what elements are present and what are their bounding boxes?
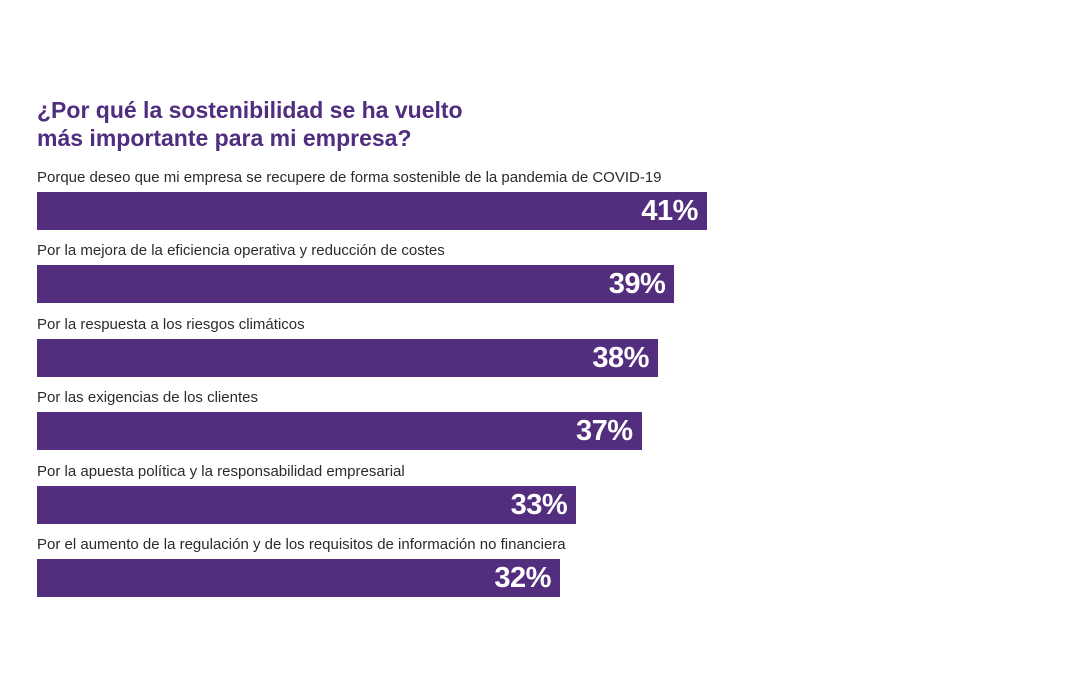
bar-value-label: 33% — [510, 488, 568, 521]
chart-title-line-2: más importante para mi empresa? — [37, 125, 412, 151]
bar-value-label: 38% — [592, 341, 649, 374]
bar: 39% — [37, 265, 675, 304]
bar: 41% — [37, 192, 707, 230]
category-label: Por la respuesta a los riesgos climático… — [37, 315, 305, 333]
category-label: Por el aumento de la regulación y de los… — [37, 536, 566, 553]
chart-title-line-1: ¿Por qué la sostenibilidad se ha vuelto — [37, 97, 463, 123]
bar-value-label: 39% — [608, 268, 666, 301]
bar: 33% — [37, 485, 577, 524]
chart-title: ¿Por qué la sostenibilidad se ha vuelto … — [37, 96, 637, 152]
category-label: Por la apuesta política y la responsabil… — [37, 462, 405, 480]
bar-value-label: 41% — [641, 195, 698, 227]
bar-value-label: 32% — [494, 562, 551, 594]
bar: 38% — [37, 338, 658, 377]
bar-value-label: 37% — [576, 415, 633, 448]
category-label: Por la mejora de la eficiencia operativa… — [37, 242, 445, 260]
bar: 37% — [37, 412, 642, 451]
bar: 32% — [37, 559, 560, 597]
category-label: Porque deseo que mi empresa se recupere … — [37, 169, 662, 186]
category-label: Por las exigencias de los clientes — [37, 389, 258, 407]
